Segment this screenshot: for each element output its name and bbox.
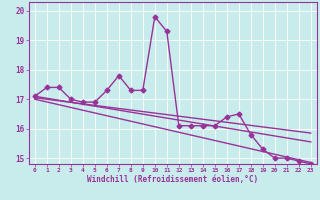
X-axis label: Windchill (Refroidissement éolien,°C): Windchill (Refroidissement éolien,°C) — [87, 175, 258, 184]
